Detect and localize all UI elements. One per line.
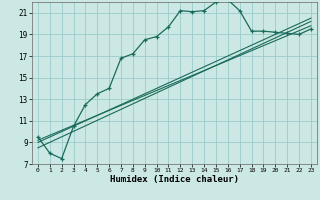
X-axis label: Humidex (Indice chaleur): Humidex (Indice chaleur) — [110, 175, 239, 184]
